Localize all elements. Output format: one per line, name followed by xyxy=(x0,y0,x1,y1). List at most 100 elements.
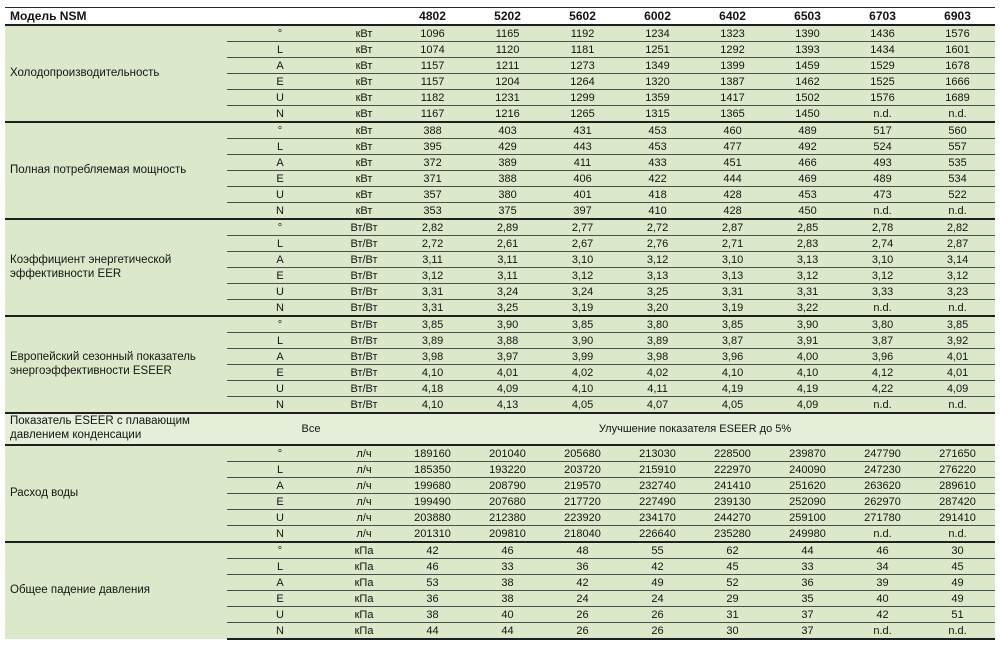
value-cell: 4,11 xyxy=(620,380,696,397)
unit-cell: л/ч xyxy=(333,493,396,510)
value-cell: n.d. xyxy=(845,299,921,316)
condition-symbol-cell: E xyxy=(227,493,333,510)
value-cell: 1273 xyxy=(545,57,621,74)
value-cell: 1074 xyxy=(395,41,471,58)
value-cell: 49 xyxy=(620,574,696,591)
value-cell: 443 xyxy=(545,138,621,155)
condition-symbol-cell: U xyxy=(227,509,333,526)
eseer-scope-cell: Все xyxy=(227,412,396,445)
value-cell: n.d. xyxy=(920,396,996,413)
value-cell: 3,11 xyxy=(470,267,546,284)
value-cell: 3,23 xyxy=(920,283,996,300)
value-cell: 433 xyxy=(620,154,696,171)
value-cell: 535 xyxy=(920,154,996,171)
value-cell: 222970 xyxy=(695,461,771,478)
value-cell: 450 xyxy=(770,202,846,219)
value-cell: 371 xyxy=(395,170,471,187)
value-cell: 380 xyxy=(470,186,546,203)
unit-cell: кВт xyxy=(333,25,396,42)
value-cell: 40 xyxy=(470,606,546,623)
value-cell: n.d. xyxy=(845,525,921,542)
value-cell: 24 xyxy=(545,590,621,607)
value-cell: 3,87 xyxy=(845,332,921,349)
value-cell: 234170 xyxy=(620,509,696,526)
value-cell: 3,24 xyxy=(470,283,546,300)
value-cell: 453 xyxy=(620,138,696,155)
value-cell: 429 xyxy=(470,138,546,155)
value-cell: 1182 xyxy=(395,89,471,106)
value-cell: n.d. xyxy=(920,299,996,316)
value-cell: 35 xyxy=(770,590,846,607)
condition-symbol-cell: E xyxy=(227,73,333,90)
unit-cell: Вт/Вт xyxy=(333,267,396,284)
value-cell: 259100 xyxy=(770,509,846,526)
unit-cell: кПа xyxy=(333,558,396,575)
condition-symbol-cell: L xyxy=(227,558,333,575)
condition-symbol-cell: ° xyxy=(227,218,333,236)
value-cell: 247230 xyxy=(845,461,921,478)
value-cell: 453 xyxy=(620,121,696,139)
value-cell: 199680 xyxy=(395,477,471,494)
value-cell: 185350 xyxy=(395,461,471,478)
value-cell: 411 xyxy=(545,154,621,171)
value-cell: 473 xyxy=(845,186,921,203)
value-cell: 428 xyxy=(695,186,771,203)
value-cell: 1387 xyxy=(695,73,771,90)
model-series-label: Модель NSM xyxy=(5,7,396,26)
value-cell: 522 xyxy=(920,186,996,203)
value-cell: 3,90 xyxy=(545,332,621,349)
value-cell: 428 xyxy=(695,202,771,219)
value-cell: 517 xyxy=(845,121,921,139)
condition-symbol-cell: U xyxy=(227,89,333,106)
value-cell: 3,12 xyxy=(845,267,921,284)
table-row: Холодопроизводительность ° кВт 1096 1165 1192… xyxy=(5,25,996,122)
value-cell: 2,67 xyxy=(545,235,621,252)
value-cell: 3,14 xyxy=(920,251,996,268)
value-cell: 219570 xyxy=(545,477,621,494)
value-cell: 4,09 xyxy=(920,380,996,397)
value-cell: 24 xyxy=(620,590,696,607)
condition-symbol-cell: N xyxy=(227,396,333,413)
value-cell: 3,80 xyxy=(845,315,921,333)
value-cell: 1315 xyxy=(620,105,696,122)
table-row: U Вт/Вт 4,18 4,09 4,10 4,11 4,19 4,19 4,22 4,09 xyxy=(5,380,996,397)
condition-symbol-cell: U xyxy=(227,606,333,623)
condition-symbol-cell: ° xyxy=(227,25,333,42)
value-cell: 3,10 xyxy=(695,251,771,268)
value-cell: 1299 xyxy=(545,89,621,106)
unit-cell: Вт/Вт xyxy=(333,283,396,300)
value-cell: 1211 xyxy=(470,57,546,74)
value-cell: 2,87 xyxy=(920,235,996,252)
value-cell: 1436 xyxy=(845,25,921,42)
value-cell: 232740 xyxy=(620,477,696,494)
condition-symbol-cell: N xyxy=(227,105,333,122)
value-cell: 4,10 xyxy=(545,380,621,397)
value-cell: 240090 xyxy=(770,461,846,478)
value-cell: 489 xyxy=(770,121,846,139)
condition-symbol-cell: L xyxy=(227,235,333,252)
value-cell: 3,11 xyxy=(395,251,471,268)
value-cell: 201310 xyxy=(395,525,471,542)
value-cell: 3,85 xyxy=(695,315,771,333)
value-cell: 3,87 xyxy=(695,332,771,349)
value-cell: 406 xyxy=(545,170,621,187)
unit-cell: кВт xyxy=(333,105,396,122)
nsm-spec-table: Модель NSM 4802 5202 5602 6002 6402 6503 6703 6… xyxy=(5,7,996,640)
value-cell: 4,10 xyxy=(395,396,471,413)
value-cell: 208790 xyxy=(470,477,546,494)
value-cell: 422 xyxy=(620,170,696,187)
value-cell: 1434 xyxy=(845,41,921,58)
value-cell: 289610 xyxy=(920,477,996,494)
unit-cell: Вт/Вт xyxy=(333,380,396,397)
table-header-row: Модель NSM 4802 5202 5602 6002 6402 6503 6703 6… xyxy=(5,7,996,26)
value-cell: 203720 xyxy=(545,461,621,478)
table-row: N Вт/Вт 3,31 3,25 3,19 3,20 3,19 3,22 n.d. n.d. xyxy=(5,299,996,316)
value-cell: 3,13 xyxy=(770,251,846,268)
value-cell: 2,74 xyxy=(845,235,921,252)
